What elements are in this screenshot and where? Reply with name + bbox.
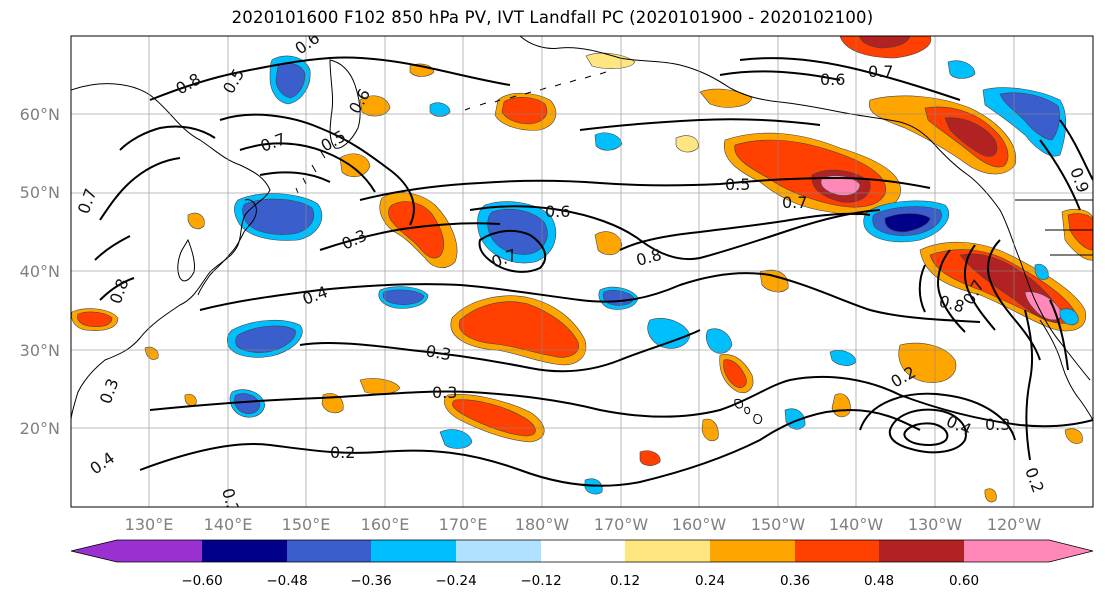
- contour-label: 0.2: [330, 443, 355, 462]
- contour-label: 0.2: [218, 486, 243, 516]
- contour-label: 0.7: [782, 193, 807, 212]
- lon-label: 140°W: [829, 515, 884, 534]
- lon-label: 130°E: [125, 515, 174, 534]
- lon-label: 150°E: [282, 515, 331, 534]
- colorbar-tick-label: −0.48: [266, 573, 307, 589]
- gridlines: [71, 36, 1093, 507]
- colorbar-tick-label: 0.60: [949, 573, 979, 589]
- colorbar-swatch: [456, 540, 541, 562]
- lon-label: 130°W: [908, 515, 963, 534]
- colorbar-swatch: [202, 540, 287, 562]
- colorbar-tick-label: 0.48: [864, 573, 894, 589]
- lon-label: 160°W: [672, 515, 727, 534]
- longitude-labels: 130°E 140°E 150°E 160°E 170°E 180°W 170°…: [125, 515, 1042, 534]
- map-frame: [70, 35, 1094, 508]
- contour-label: 0.5: [725, 175, 750, 194]
- contour-label: 0.3: [432, 383, 457, 402]
- contour-label: 0.6: [545, 202, 570, 221]
- colorbar-swatch: [541, 540, 625, 562]
- colorbar-tick-label: −0.24: [435, 573, 476, 589]
- lat-label: 50°N: [20, 183, 60, 202]
- colorbar-tick-label: 0.36: [780, 573, 810, 589]
- lon-label: 150°W: [751, 515, 806, 534]
- colorbar-swatch: [710, 540, 795, 562]
- colorbar-swatch: [287, 540, 371, 562]
- contour-label: 0.7: [868, 62, 893, 81]
- lat-label: 60°N: [20, 105, 60, 124]
- lon-label: 160°E: [361, 515, 410, 534]
- lon-label: 180°W: [515, 515, 570, 534]
- colorbar-outline: [70, 539, 1094, 563]
- contour-label: 0.3: [985, 415, 1010, 434]
- colorbar-swatch: [625, 540, 710, 562]
- colorbar-swatch: [879, 540, 964, 562]
- colorbar-swatch: [795, 540, 879, 562]
- coastlines: [71, 36, 1093, 424]
- colorbar-tick-label: −0.36: [350, 573, 391, 589]
- map-panel: 0.6 0.8 0.5 0.7 0.5 0.6 0.7 0.6 0.5 0.7 …: [71, 36, 1093, 516]
- contour-label: 0.3: [424, 341, 452, 364]
- lat-label: 30°N: [20, 341, 60, 360]
- colorbar-swatch: [117, 540, 202, 562]
- ivt-contours: [94, 56, 1093, 487]
- pv-shading: [71, 36, 1093, 503]
- lat-label: 20°N: [20, 419, 60, 438]
- colorbar: −0.60 −0.48 −0.36 −0.24 −0.12 0.12 0.24 …: [70, 539, 1094, 589]
- colorbar-tick-label: 0.12: [610, 573, 640, 589]
- lon-label: 140°E: [204, 515, 253, 534]
- colorbar-min-extension: [71, 540, 117, 562]
- latitude-labels: 60°N 50°N 40°N 30°N 20°N: [20, 105, 60, 438]
- contour-label: 0.6: [820, 70, 845, 89]
- colorbar-swatch: [371, 540, 456, 562]
- colorbar-tick-label: −0.60: [181, 573, 222, 589]
- colorbar-tick-label: 0.24: [695, 573, 725, 589]
- colorbar-tick-label: −0.12: [520, 573, 561, 589]
- lon-label: 170°W: [594, 515, 649, 534]
- colorbar-swatch: [964, 540, 1049, 562]
- figure-title: 2020101600 F102 850 hPa PV, IVT Landfall…: [231, 8, 874, 27]
- lon-label: 170°E: [439, 515, 488, 534]
- lon-label: 120°W: [987, 515, 1042, 534]
- lat-label: 40°N: [20, 262, 60, 281]
- colorbar-max-extension: [1049, 540, 1093, 562]
